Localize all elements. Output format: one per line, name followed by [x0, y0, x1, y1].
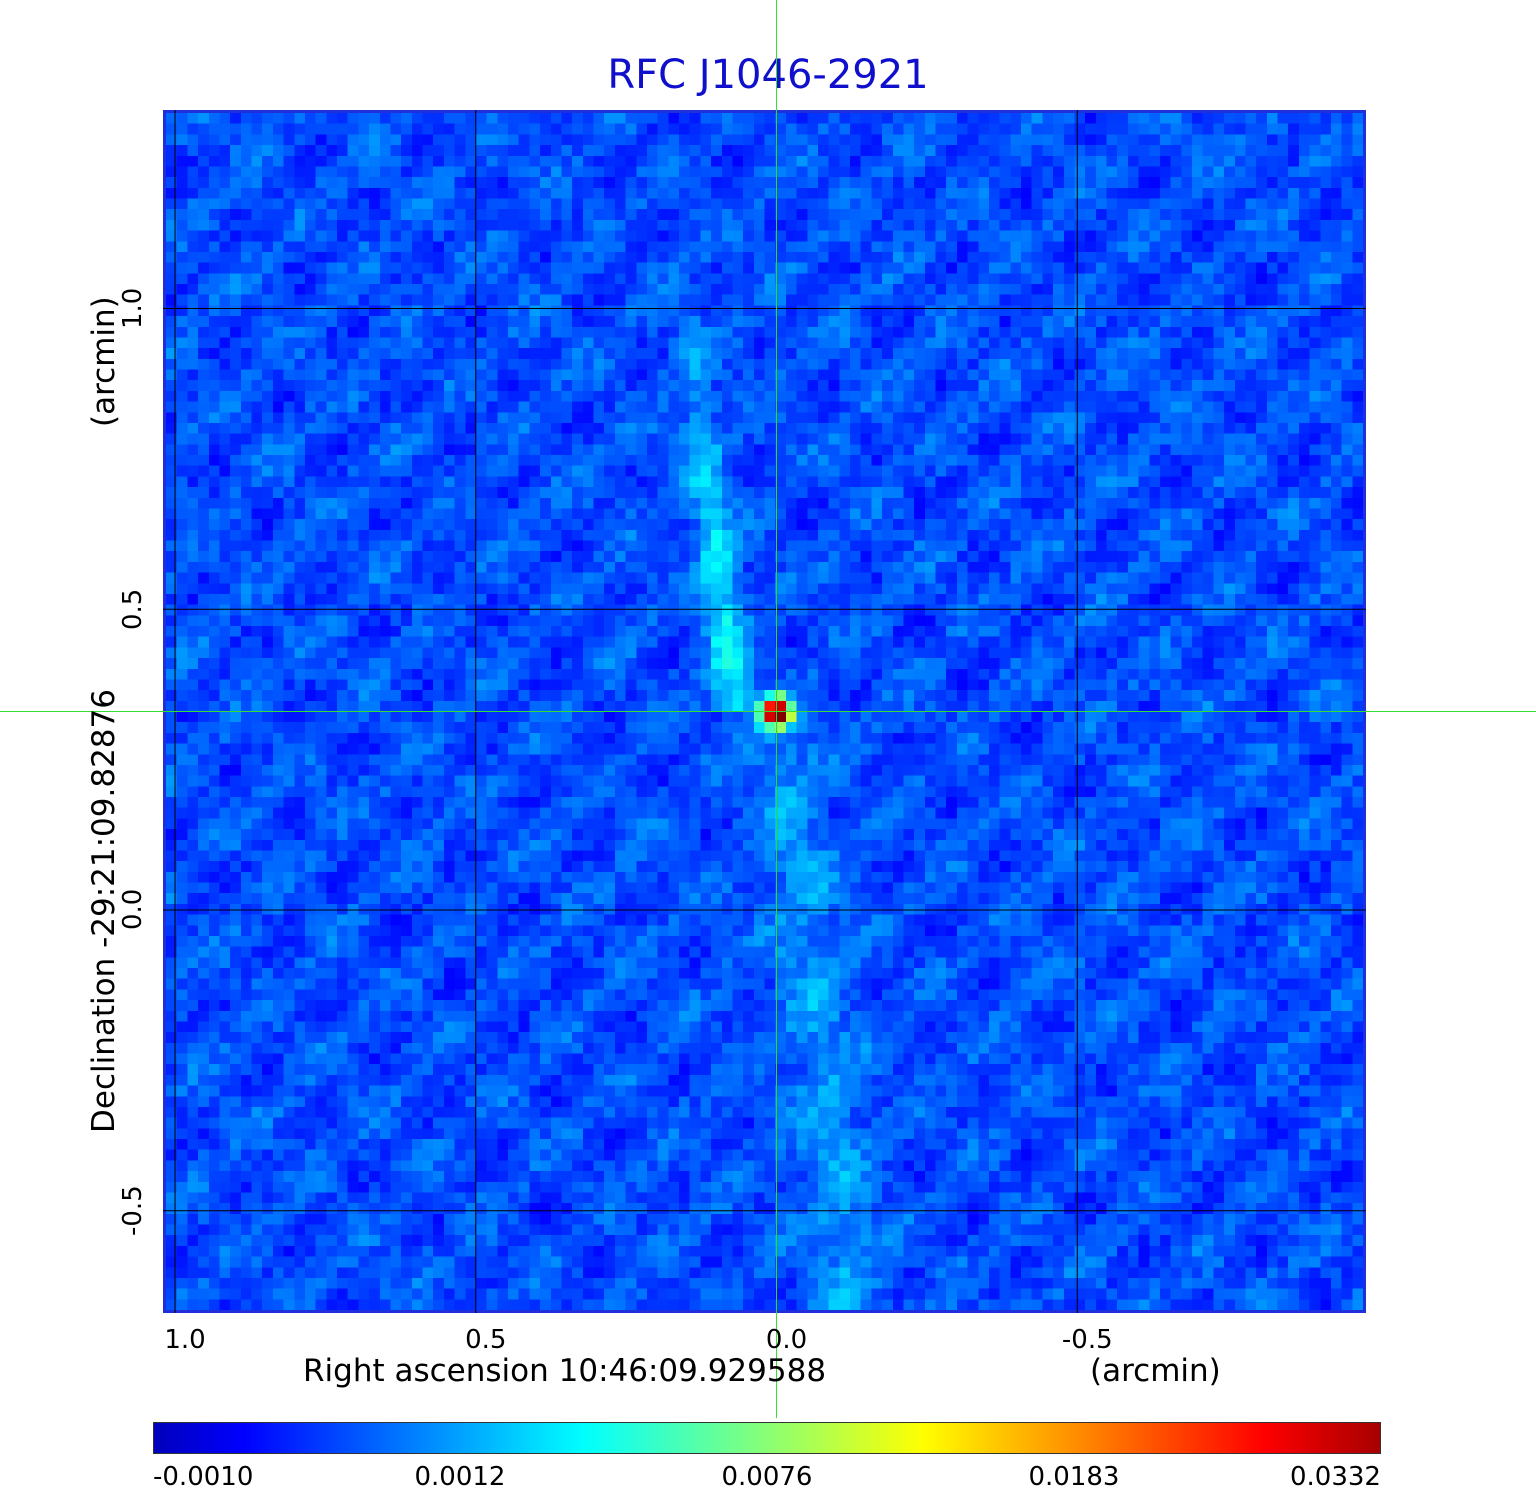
y-tick-label: 0.5: [118, 588, 148, 630]
y-tick-label: 0.0: [118, 889, 148, 931]
colorbar-tick-label: 0.0183: [1028, 1462, 1120, 1492]
colorbar-tick-label: 0.0012: [414, 1462, 506, 1492]
y-axis-label: Declination -29:21:09.82876: [86, 689, 122, 1133]
colorbar-tick-label: -0.0010: [153, 1462, 254, 1492]
x-tick-label: 1.0: [164, 1325, 206, 1355]
colorbar-tick-label: 0.0076: [721, 1462, 813, 1492]
colorbar: [153, 1422, 1381, 1454]
x-axis-unit: (arcmin): [1090, 1353, 1221, 1389]
colorbar-tick-label: 0.0332: [1290, 1462, 1381, 1492]
x-axis-label: Right ascension 10:46:09.929588: [303, 1353, 827, 1389]
y-axis-unit: (arcmin): [86, 296, 122, 427]
y-tick-label: -0.5: [118, 1185, 148, 1237]
x-tick-label: -0.5: [1061, 1325, 1113, 1355]
y-tick-label: 1.0: [118, 287, 148, 329]
image-plot-area[interactable]: [163, 110, 1366, 1313]
x-tick-label: 0.5: [465, 1325, 507, 1355]
x-tick-label: 0.0: [765, 1325, 808, 1355]
radio-intensity-map: [166, 113, 1363, 1310]
chart-title: RFC J1046-2921: [607, 52, 929, 98]
